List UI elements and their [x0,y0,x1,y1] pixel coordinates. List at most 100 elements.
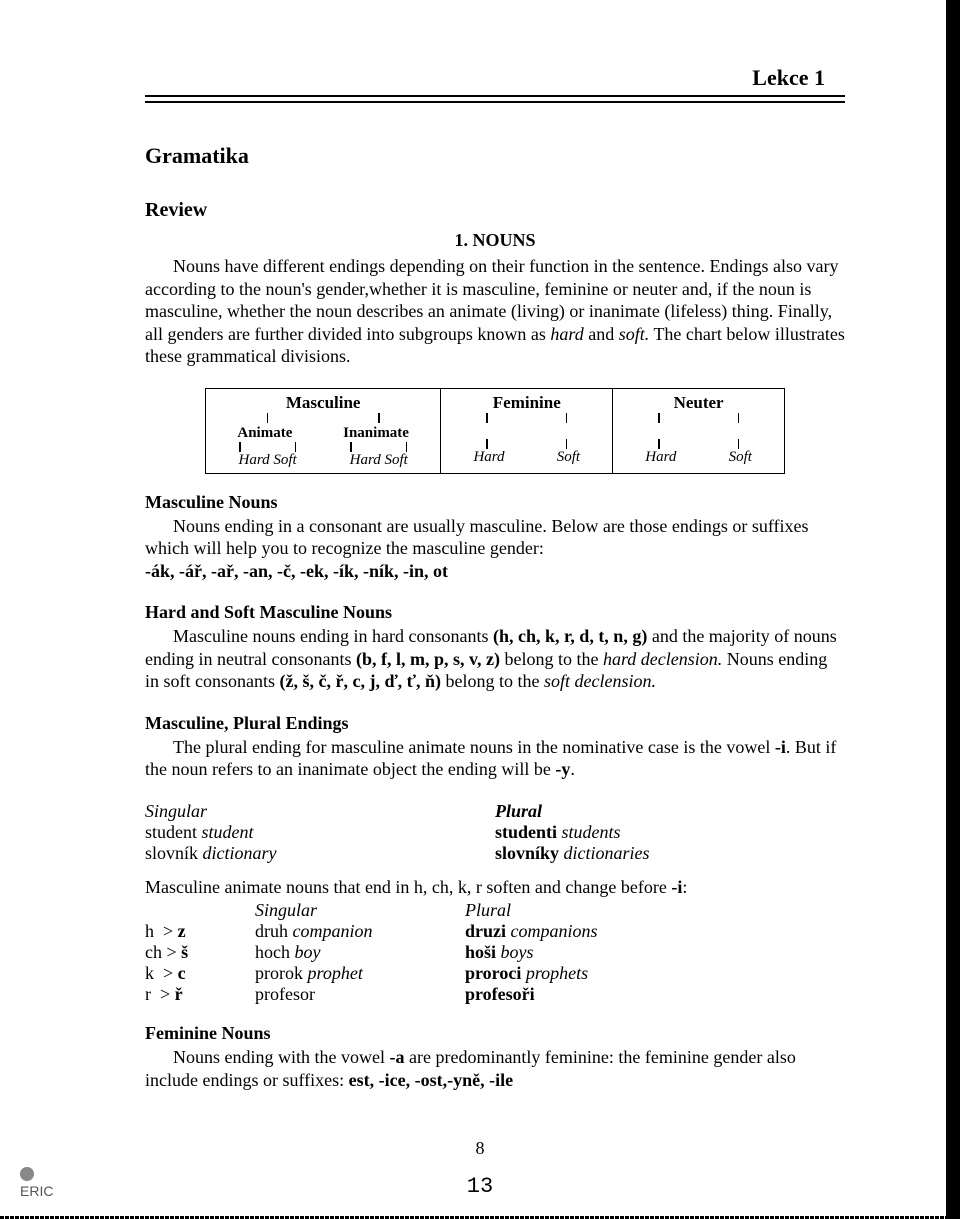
ex-r2s-cz: slovník [145,843,203,863]
soften-intro: Masculine animate nouns that end in h, c… [145,876,845,899]
masc-nouns-p1: Nouns ending in a consonant are usually … [145,515,845,560]
chart-hardsoft-2: Hard Soft [350,452,408,469]
ex-r1p-cz: studenti [495,822,562,842]
sc1b-0: z [178,921,186,941]
sc3a-1: hoši [465,942,501,962]
hard-soft-p1: Masculine nouns ending in hard consonant… [145,625,845,693]
sc3b-1: boys [501,942,534,962]
hs-a: Masculine nouns ending in hard consonant… [173,626,493,646]
heading-hard-soft: Hard and Soft Masculine Nouns [145,602,845,623]
globe-icon [20,1167,34,1181]
soften-c2-3: profesor [255,984,465,1005]
soften-pl-head: Plural [465,900,845,921]
soften-blank [145,900,255,921]
sc1b-3: ř [175,984,183,1004]
scan-edge-right [946,0,960,1219]
soften-sg-head: Singular [255,900,465,921]
ex-r1s-en: student [202,822,254,842]
page-number-secondary: 13 [0,1174,960,1199]
examples-table-1: Singular student student slovník diction… [145,801,845,864]
ex-r1p-en: students [562,822,621,842]
sc1b-2: c [178,963,186,983]
soften-c3-0: druzi companions [465,921,845,942]
sc2b-1: boy [295,942,321,962]
fem-a: Nouns ending with the vowel [173,1047,389,1067]
sc2a-1: hoch [255,942,295,962]
heading-feminine: Feminine Nouns [145,1023,845,1044]
sc3b-2: prophets [526,963,588,983]
examples-plural-col: Plural studenti students slovníky dictio… [495,801,845,864]
hs-hard-decl: hard declension. [603,649,722,669]
sc1a-3: r > [145,984,175,1004]
soften-c1-1: ch > š [145,942,255,963]
sc2b-2: prophet [308,963,363,983]
soften-c3-2: proroci prophets [465,963,845,984]
ex-r2p-en: dictionaries [564,843,650,863]
sc1a-2: k > [145,963,178,983]
soften-intro-i: -i [671,877,682,897]
intro-soft: soft. [619,324,650,344]
hs-hard-cons: (h, ch, k, r, d, t, n, g) [493,626,647,646]
chart-fem-hard: Hard [473,449,504,466]
soften-c3-1: hoši boys [465,942,845,963]
ex-sg-head: Singular [145,801,495,822]
page-number: 8 [0,1138,960,1159]
chart-inanimate: Inanimate [343,425,409,442]
ex-r1p: studenti students [495,822,845,843]
heading-plural: Masculine, Plural Endings [145,713,845,734]
ex-r1s-cz: student [145,822,202,842]
table-row: k > c prorok prophet proroci prophets [145,963,845,984]
heading-review: Review [145,199,845,222]
plural-p1: The plural ending for masculine animate … [145,736,845,781]
hs-neutral-cons: (b, f, l, m, p, s, v, z) [356,649,500,669]
soften-c1-2: k > c [145,963,255,984]
soften-c3-3: profesoři [465,984,845,1005]
chart-neu-soft: Soft [729,449,752,466]
chart-col-neuter: Neuter Hard Soft [613,389,784,473]
chart-head-masculine: Masculine [212,393,434,413]
soften-intro-b: : [682,877,687,897]
examples-singular-col: Singular student student slovník diction… [145,801,495,864]
gender-chart: Masculine Animate Inanimate Hard Soft Ha… [205,388,785,474]
sc3a-3: profesoři [465,984,535,1004]
hs-e: belong to the [441,671,544,691]
sc1b-1: š [181,942,188,962]
chart-head-feminine: Feminine [447,393,606,413]
heading-nouns: 1. NOUNS [145,230,845,251]
ex-r2p: slovníky dictionaries [495,843,845,864]
soften-head-row: Singular Plural [145,900,845,921]
soften-c2-2: prorok prophet [255,963,465,984]
soften-table: Singular Plural h > z druh companion dru… [145,900,845,1005]
eric-text: ERIC [20,1183,53,1199]
sc3a-0: druzi [465,921,511,941]
pl-c: . [570,759,575,779]
chart-col-masculine: Masculine Animate Inanimate Hard Soft Ha… [206,389,441,473]
ex-r1s: student student [145,822,495,843]
ex-r2s-en: dictionary [203,843,277,863]
heading-masc-nouns: Masculine Nouns [145,492,845,513]
ex-pl-head: Plural [495,801,845,822]
feminine-p1: Nouns ending with the vowel -a are predo… [145,1046,845,1091]
hs-soft-cons: (ž, š, č, ř, c, j, ď, ť, ň) [280,671,442,691]
pl-y: -y [555,759,570,779]
chart-animate: Animate [237,425,292,442]
chart-fem-soft: Soft [557,449,580,466]
ex-r2p-cz: slovníky [495,843,564,863]
soften-c2-1: hoch boy [255,942,465,963]
chart-neu-hard: Hard [645,449,676,466]
page: Lekce 1 Gramatika Review 1. NOUNS Nouns … [0,0,960,1219]
sc1a-0: h > [145,921,178,941]
table-row: ch > š hoch boy hoši boys [145,942,845,963]
hs-soft-decl: soft declension. [544,671,656,691]
intro-and: and [584,324,619,344]
lesson-header: Lekce 1 [145,65,845,91]
sc2b-0: companion [293,921,373,941]
table-row: r > ř profesor profesoři [145,984,845,1005]
fem-suffixes: est, -ice, -ost,-yně, -ile [349,1070,513,1090]
sc3a-2: proroci [465,963,526,983]
sc1a-1: ch > [145,942,181,962]
intro-paragraph: Nouns have different endings depending o… [145,255,845,368]
fem-suffix-a: -a [389,1047,404,1067]
sc2a-2: prorok [255,963,308,983]
page-content: Lekce 1 Gramatika Review 1. NOUNS Nouns … [145,65,845,1111]
